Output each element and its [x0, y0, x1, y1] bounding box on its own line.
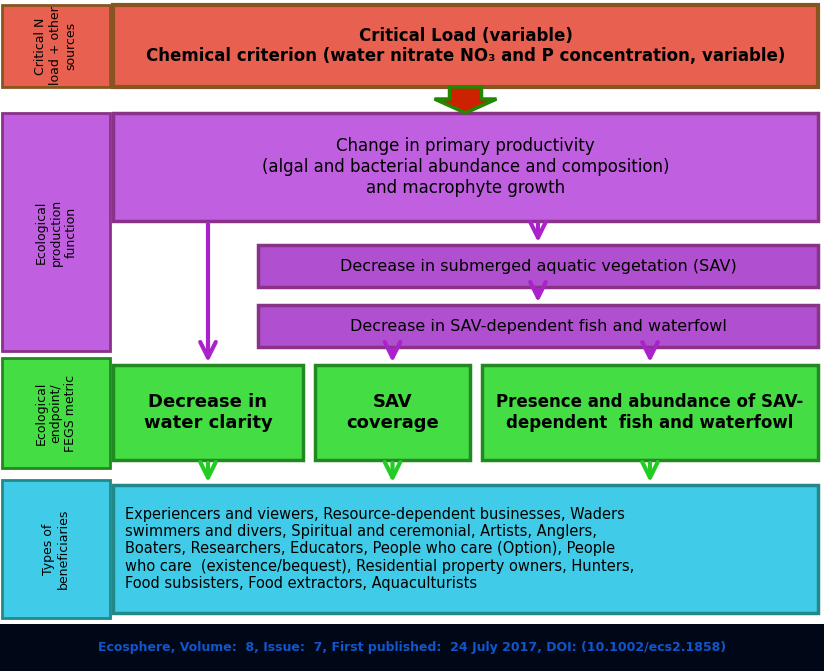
FancyBboxPatch shape [113, 485, 818, 613]
FancyBboxPatch shape [2, 113, 110, 351]
FancyBboxPatch shape [482, 365, 818, 460]
Text: Presence and abundance of SAV-
dependent  fish and waterfowl: Presence and abundance of SAV- dependent… [496, 393, 803, 432]
FancyBboxPatch shape [258, 245, 818, 287]
Text: Critical Load (variable)
Chemical criterion (water nitrate NO₃ and P concentrati: Critical Load (variable) Chemical criter… [146, 27, 785, 65]
Text: Critical N
load + other
sources: Critical N load + other sources [35, 7, 77, 85]
FancyBboxPatch shape [113, 5, 818, 87]
FancyBboxPatch shape [0, 624, 824, 671]
Text: Decrease in SAV-dependent fish and waterfowl: Decrease in SAV-dependent fish and water… [349, 319, 727, 333]
Text: Experiencers and viewers, Resource-dependent businesses, Waders
swimmers and div: Experiencers and viewers, Resource-depen… [125, 507, 634, 591]
FancyBboxPatch shape [113, 365, 303, 460]
Text: Ecological
production
function: Ecological production function [35, 199, 77, 266]
FancyBboxPatch shape [113, 113, 818, 221]
Polygon shape [434, 87, 497, 113]
Text: Decrease in submerged aquatic vegetation (SAV): Decrease in submerged aquatic vegetation… [339, 258, 737, 274]
FancyBboxPatch shape [2, 5, 110, 87]
Text: SAV
coverage: SAV coverage [346, 393, 439, 432]
FancyBboxPatch shape [258, 305, 818, 347]
FancyBboxPatch shape [2, 358, 110, 468]
Text: Ecological
endpoint/
FEGS metric: Ecological endpoint/ FEGS metric [35, 374, 77, 452]
Text: Types of
beneficiaries: Types of beneficiaries [42, 509, 70, 589]
Text: Change in primary productivity
(algal and bacterial abundance and composition)
a: Change in primary productivity (algal an… [262, 137, 669, 197]
FancyBboxPatch shape [2, 480, 110, 618]
FancyBboxPatch shape [315, 365, 470, 460]
Text: Decrease in
water clarity: Decrease in water clarity [143, 393, 273, 432]
Text: Ecosphere, Volume:  8, Issue:  7, First published:  24 July 2017, DOI: (10.1002/: Ecosphere, Volume: 8, Issue: 7, First pu… [98, 641, 726, 654]
